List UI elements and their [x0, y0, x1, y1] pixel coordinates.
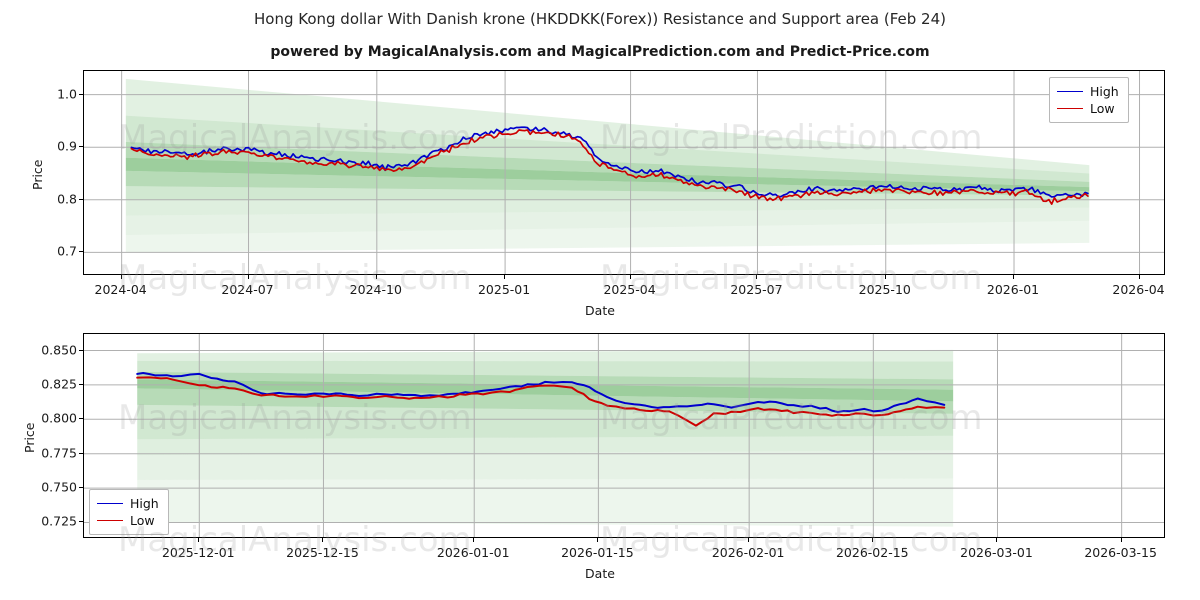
y-tick-mark [79, 383, 83, 385]
x-tick-label: 2025-12-01 [161, 545, 235, 560]
x-tick-mark [120, 275, 122, 279]
y-tick-mark [79, 93, 83, 95]
detail-y-axis-label: Price [22, 422, 37, 454]
legend-label-low: Low [130, 513, 155, 528]
x-tick-label: 2026-01 [986, 282, 1040, 297]
y-tick-mark [79, 418, 83, 420]
support-resistance-bands [125, 78, 1090, 253]
legend-item-low: Low [1057, 100, 1119, 117]
band-layer [137, 349, 954, 362]
y-tick-label: 0.825 [41, 376, 77, 392]
x-tick-label: 2026-03-01 [960, 545, 1033, 560]
detail-x-axis-label: Date [585, 566, 615, 581]
band-layer [125, 157, 1090, 192]
detail-chart-panel [83, 333, 1165, 538]
overview-x-axis-label: Date [585, 303, 615, 318]
gridlines [84, 334, 1164, 537]
page-subtitle: powered by MagicalAnalysis.com and Magic… [270, 44, 930, 60]
x-tick-label: 2025-01 [477, 282, 531, 297]
y-tick-label: 0.7 [57, 243, 77, 259]
x-tick-mark [748, 538, 750, 542]
legend-item-high: High [1057, 83, 1119, 100]
y-tick-mark [79, 487, 83, 489]
overview-chart-svg [84, 71, 1164, 274]
x-tick-label: 2025-04 [603, 282, 656, 297]
x-tick-label: 2026-02-15 [835, 545, 909, 560]
x-tick-label: 2026-02-01 [711, 545, 785, 560]
x-tick-mark [375, 275, 377, 279]
x-tick-label: 2026-01-01 [436, 545, 510, 560]
band-layer [125, 220, 1090, 253]
y-tick-label: 0.725 [41, 513, 77, 529]
x-tick-mark [247, 275, 249, 279]
x-tick-label: 2024-10 [349, 282, 402, 297]
band-layer [125, 115, 1090, 182]
x-tick-mark [322, 538, 324, 542]
y-tick-label: 0.9 [57, 138, 77, 154]
x-tick-mark [996, 538, 998, 542]
page-title: Hong Kong dollar With Danish krone (HKDD… [253, 10, 946, 28]
series-line-high [130, 126, 1089, 198]
x-tick-label: 2024-04 [94, 282, 147, 297]
overview-legend: High Low [1049, 77, 1129, 123]
x-tick-label: 2025-12-15 [286, 545, 359, 560]
legend-line-low-icon [1057, 108, 1083, 109]
y-tick-label: 0.775 [41, 445, 77, 461]
legend-line-high-icon [1057, 91, 1083, 92]
gridlines [84, 71, 1164, 274]
band-layer [125, 78, 1090, 174]
y-tick-mark [79, 452, 83, 454]
legend-label-high: High [130, 496, 159, 511]
x-tick-mark [1120, 538, 1122, 542]
x-tick-mark [1013, 275, 1015, 279]
detail-plot-area [83, 333, 1165, 538]
y-tick-mark [79, 349, 83, 351]
x-tick-mark [629, 275, 631, 279]
x-tick-label: 2026-03-15 [1084, 545, 1157, 560]
detail-legend: High Low [89, 489, 169, 535]
legend-label-low: Low [1090, 101, 1115, 116]
band-layer [137, 450, 954, 480]
overview-chart-panel [83, 70, 1165, 275]
x-tick-label: 2025-10 [858, 282, 911, 297]
legend-line-high-icon [97, 503, 123, 504]
y-tick-label: 0.800 [41, 410, 77, 426]
band-layer [125, 141, 1090, 188]
y-tick-label: 0.8 [57, 191, 77, 207]
y-tick-mark [79, 251, 83, 253]
legend-line-low-icon [97, 520, 123, 521]
x-tick-mark [756, 275, 758, 279]
y-tick-mark [79, 521, 83, 523]
x-tick-mark [473, 538, 475, 542]
series-line-low [130, 129, 1089, 205]
support-resistance-bands [137, 349, 954, 527]
x-tick-mark [597, 538, 599, 542]
band-layer [125, 199, 1090, 216]
y-tick-mark [79, 146, 83, 148]
x-tick-label: 2026-04 [1112, 282, 1165, 297]
band-layer [137, 478, 954, 527]
x-tick-label: 2025-07 [730, 282, 783, 297]
y-tick-mark [79, 198, 83, 200]
x-tick-label: 2024-07 [221, 282, 274, 297]
legend-item-low: Low [97, 512, 159, 529]
x-tick-mark [872, 538, 874, 542]
x-tick-mark [884, 275, 886, 279]
y-tick-label: 0.850 [41, 342, 77, 357]
legend-label-high: High [1090, 84, 1119, 99]
x-tick-mark [198, 538, 200, 542]
overview-plot-area [83, 70, 1165, 275]
x-tick-mark [1138, 275, 1140, 279]
overview-y-axis-label: Price [30, 159, 45, 191]
band-layer [125, 207, 1090, 235]
detail-chart-svg [84, 334, 1164, 537]
y-tick-label: 0.750 [41, 479, 77, 495]
x-tick-mark [504, 275, 506, 279]
y-tick-label: 1.0 [57, 86, 77, 102]
band-layer [125, 186, 1090, 200]
series-line-low [136, 376, 946, 427]
x-tick-label: 2026-01-15 [561, 545, 634, 560]
legend-item-high: High [97, 495, 159, 512]
